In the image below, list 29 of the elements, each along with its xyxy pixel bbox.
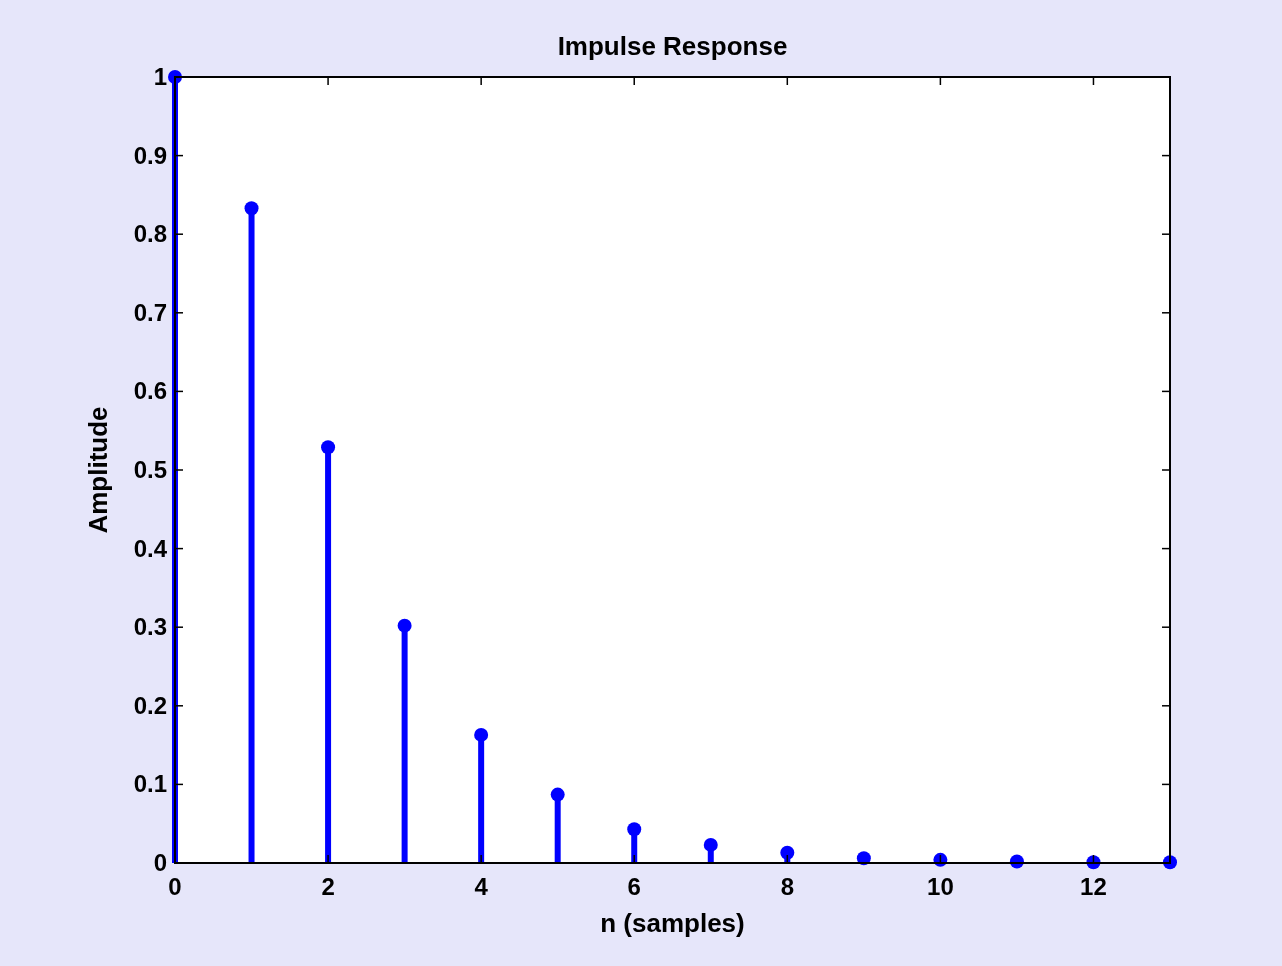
y-tick-label: 0.2 bbox=[133, 691, 167, 719]
x-tick-label: 8 bbox=[780, 873, 794, 900]
x-axis-title: n (samples) bbox=[600, 908, 745, 938]
y-tick-label: 0.9 bbox=[133, 141, 167, 169]
y-tick-label: 0.5 bbox=[133, 456, 167, 483]
x-tick-label: 12 bbox=[1080, 873, 1107, 900]
y-tick-label: 0.1 bbox=[133, 770, 167, 798]
point bbox=[321, 440, 336, 455]
y-tick-label: 0.3 bbox=[133, 613, 167, 641]
y-tick-label: 0.7 bbox=[133, 298, 167, 326]
point bbox=[780, 845, 795, 860]
point bbox=[244, 201, 259, 216]
point bbox=[627, 822, 642, 837]
y-axis-title: Amplitude bbox=[83, 406, 113, 534]
point bbox=[703, 837, 718, 852]
point bbox=[550, 787, 565, 802]
x-tick-label: 2 bbox=[321, 873, 335, 900]
x-tick-label: 10 bbox=[927, 873, 954, 900]
y-tick-label: 0.8 bbox=[133, 220, 167, 248]
y-tick-label: 0 bbox=[153, 849, 167, 876]
y-tick-label: 0.4 bbox=[133, 534, 168, 562]
point bbox=[856, 851, 871, 866]
point bbox=[397, 618, 412, 633]
x-tick-label: 6 bbox=[627, 873, 641, 900]
y-tick-label: 0.6 bbox=[133, 377, 167, 405]
chart-title: Impulse Response bbox=[557, 31, 788, 61]
point bbox=[474, 727, 489, 742]
x-tick-label: 4 bbox=[474, 873, 489, 900]
y-tick-label: 1 bbox=[153, 63, 167, 90]
